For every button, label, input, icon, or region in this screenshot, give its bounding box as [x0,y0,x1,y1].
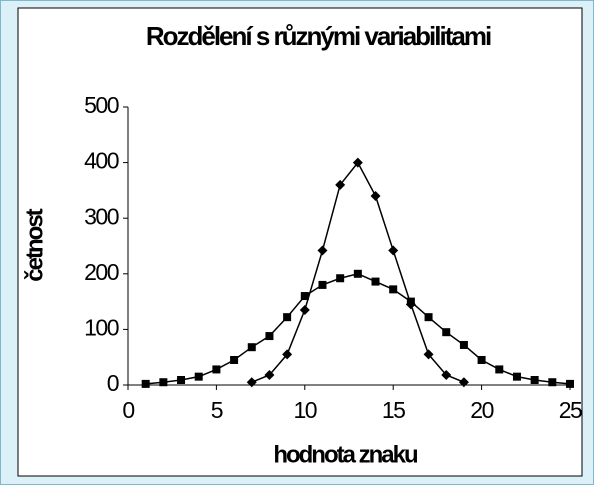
square-marker [230,355,239,364]
square-marker [512,372,521,381]
square-marker [194,372,203,381]
diamond-marker [441,369,452,380]
diamond-marker [370,190,381,201]
square-marker [300,292,309,301]
x-tick-label: 15 [382,397,405,423]
y-tick-label: 200 [84,259,119,285]
diamond-marker [264,369,275,380]
square-marker [265,332,274,341]
x-tick-label: 10 [294,397,317,423]
square-marker [247,343,256,352]
square-marker [442,328,451,337]
diamond-marker [388,245,399,256]
y-tick-label: 0 [107,370,119,396]
square-marker [371,277,380,286]
y-tick-label: 300 [84,203,119,229]
x-tick-label: 20 [470,397,493,423]
x-tick-label: 0 [122,397,134,423]
diamond-marker [299,304,310,315]
square-marker [177,375,186,384]
x-tick-label: 25 [559,397,582,423]
square-marker [389,285,398,294]
square-marker [336,274,345,283]
diamond-marker [317,245,328,256]
plot-panel [17,7,583,477]
square-marker [477,355,486,364]
diamond-marker [458,377,469,388]
square-marker [406,297,415,306]
chart-title: Rozdělení s různými variabilitami [146,21,491,51]
square-marker [212,365,221,374]
diamond-marker [423,349,434,360]
square-marker [283,313,292,322]
y-axis-label: četnost [21,208,48,281]
y-tick-label: 500 [84,92,119,118]
square-marker [353,269,362,278]
square-marker [424,313,433,322]
square-marker [318,280,327,289]
diamond-marker [282,349,293,360]
diamond-marker [246,377,257,388]
square-marker [495,365,504,374]
square-marker [159,378,168,387]
x-axis-label: hodnota znaku [273,441,418,468]
square-marker [548,378,557,387]
square-marker [141,379,150,388]
square-marker [459,340,468,349]
y-tick-label: 100 [84,314,119,340]
diamond-marker [352,157,363,168]
square-marker [566,379,574,388]
y-tick-label: 400 [84,148,119,174]
diamond-marker [335,179,346,190]
x-tick-label: 5 [211,397,223,423]
square-marker [530,375,539,384]
